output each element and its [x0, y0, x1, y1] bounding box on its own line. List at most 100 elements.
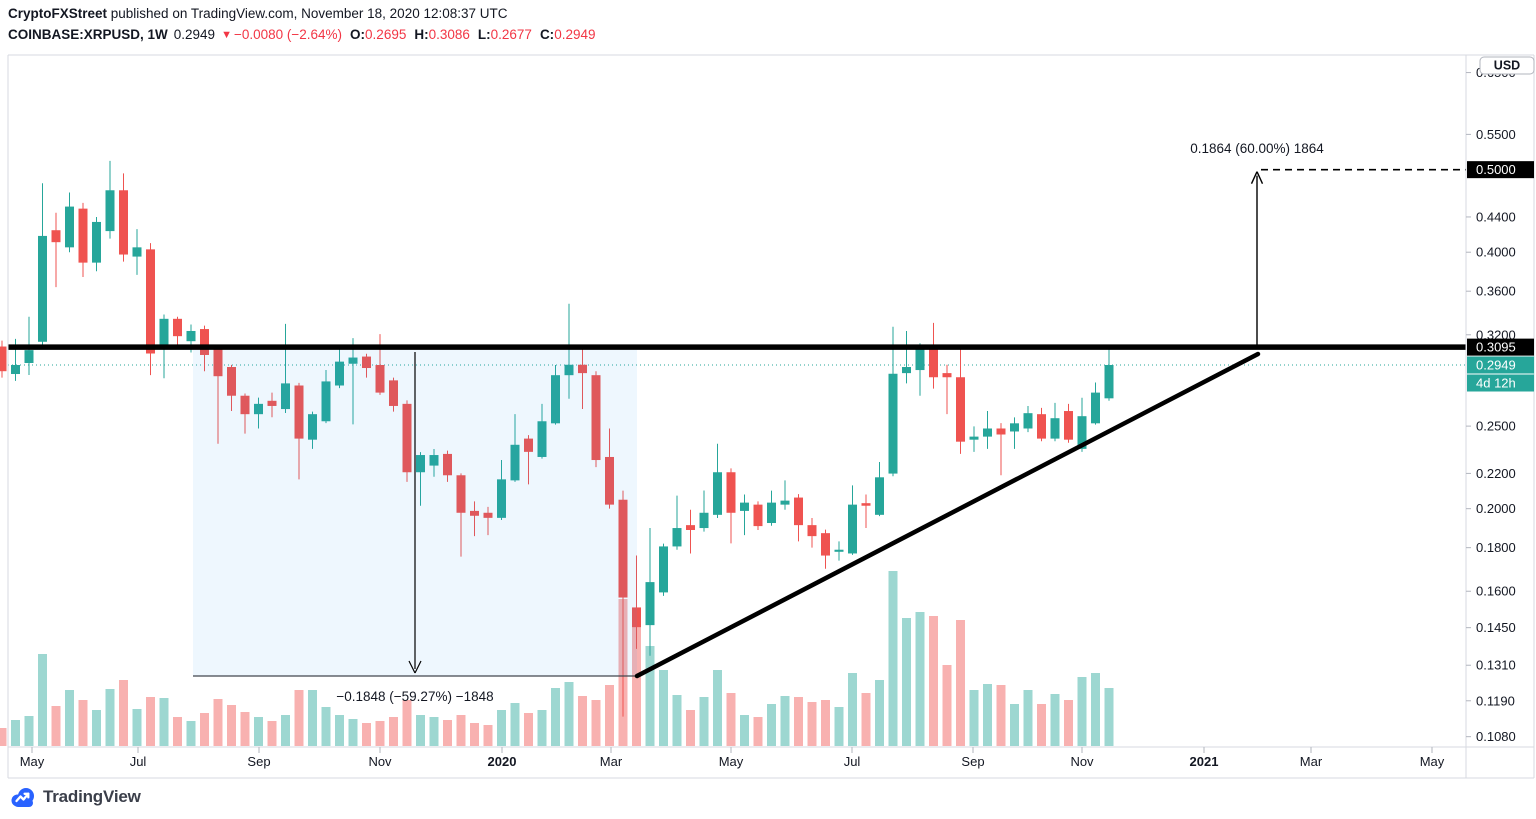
candle-body: [105, 190, 115, 232]
volume-bar: [348, 719, 358, 746]
volume-bar: [308, 690, 317, 746]
candle-body: [780, 500, 790, 505]
candle: [1064, 403, 1073, 443]
candle: [173, 316, 182, 347]
price-badge: 0.5000: [1467, 161, 1534, 179]
candle-body: [429, 455, 439, 466]
candle-body: [983, 428, 992, 437]
price-axis-label: 0.1450: [1476, 620, 1516, 635]
candle-body: [24, 350, 34, 363]
candle-body: [173, 318, 182, 337]
time-axis[interactable]: May Jul Sep Nov 2020 Mar May Jul Sep Nov 2021 Mar Ma…: [20, 747, 1445, 769]
candle: [281, 323, 290, 414]
candle-body: [11, 365, 20, 375]
volume-bar: [443, 720, 452, 746]
price-axis-label: 0.3600: [1476, 284, 1516, 299]
volume-bar: [294, 690, 304, 746]
candle: [429, 449, 439, 477]
candle-body: [38, 235, 47, 342]
price-axis-label: 0.1600: [1476, 584, 1516, 599]
candle-body: [389, 380, 398, 406]
candle: [362, 353, 371, 378]
candle-body: [686, 525, 695, 531]
time-axis-label: May: [20, 754, 45, 769]
chart-plot-area[interactable]: [8, 55, 1466, 747]
tradingview-logo[interactable]: TradingView: [10, 786, 141, 808]
candle: [1023, 405, 1033, 433]
volume-bar: [861, 693, 871, 746]
candle-body: [281, 383, 290, 410]
candle: [726, 468, 736, 544]
time-axis-label: 2020: [488, 754, 517, 769]
candle-body: [672, 528, 682, 547]
candle: [92, 216, 101, 272]
candle-body: [942, 373, 952, 378]
volume-bar: [65, 690, 74, 746]
candle-body: [726, 472, 736, 513]
candle-body: [551, 375, 560, 424]
volume-bar: [281, 715, 290, 746]
candle: [375, 334, 385, 395]
candle: [0, 340, 7, 378]
price-axis-label: 0.1080: [1476, 729, 1516, 744]
price-axis[interactable]: 0.65000.55000.44000.40000.36000.32000.25…: [1466, 56, 1535, 744]
candles: [0, 160, 1114, 717]
candle-body: [254, 403, 263, 415]
volume-bar: [1077, 677, 1087, 746]
candle-body: [807, 525, 817, 537]
time-axis-label: Nov: [368, 754, 392, 769]
candle: [605, 428, 614, 509]
candle-body: [969, 436, 979, 440]
volume-bar: [551, 688, 560, 746]
candle: [983, 411, 992, 449]
candle: [659, 543, 668, 596]
volume-bar: [1050, 694, 1060, 746]
candle: [996, 423, 1006, 476]
currency-button[interactable]: USD: [1479, 56, 1535, 75]
candle: [929, 322, 938, 389]
candle: [956, 349, 965, 454]
candle-body: [659, 546, 668, 593]
candle-body: [929, 349, 938, 378]
candle: [267, 392, 277, 418]
measured-move-down-label: −0.1848 (−59.27%) −1848: [336, 689, 493, 704]
open-label: O:: [350, 27, 366, 42]
volume-bar: [78, 700, 88, 746]
candle-body: [65, 206, 74, 248]
volume-bar: [780, 696, 790, 746]
candle-body: [416, 455, 425, 473]
candle-body: [632, 607, 641, 628]
down-measure-arrow: [408, 352, 422, 674]
author-name: CryptoFXStreet: [8, 6, 108, 21]
candle-body: [591, 375, 601, 461]
candle-body: [645, 582, 655, 626]
candle: [861, 494, 871, 529]
price-axis-label: 0.3200: [1476, 327, 1516, 342]
volume-bar: [497, 710, 506, 746]
volume-bars: [0, 571, 1114, 746]
candle: [821, 529, 830, 569]
candle-body: [362, 356, 371, 369]
ascending-trendline[interactable]: [634, 351, 1261, 679]
candle-body: [159, 318, 169, 350]
candle: [321, 370, 331, 424]
time-axis-label: Mar: [600, 754, 623, 769]
price-badge: 0.2949: [1467, 356, 1534, 374]
candle-body: [618, 499, 628, 598]
time-axis-label: Sep: [247, 754, 270, 769]
volume-bar: [1091, 673, 1100, 746]
high-value: 0.3086: [428, 27, 470, 42]
volume-bar: [807, 702, 817, 746]
volume-bar: [537, 710, 547, 746]
candle: [402, 400, 412, 482]
volume-bar: [1104, 688, 1114, 746]
volume-bar: [38, 654, 47, 746]
volume-bar: [767, 704, 776, 746]
volume-bar: [173, 717, 182, 746]
candle: [578, 348, 587, 410]
volume-bar: [969, 690, 979, 746]
candle-body: [848, 504, 857, 554]
volume-bar: [240, 712, 250, 746]
svg-text:0.2949: 0.2949: [1476, 358, 1516, 373]
tradingview-cloud-icon: [11, 788, 34, 807]
